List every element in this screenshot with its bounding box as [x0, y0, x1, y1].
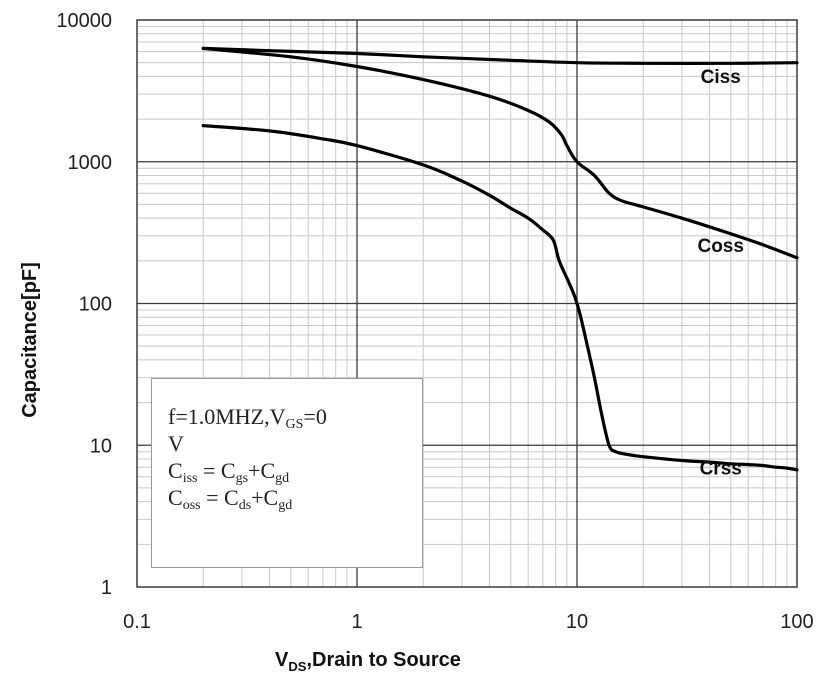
- series-labels: Ciss Coss Crss: [697, 67, 743, 480]
- series-label-crss: Crss: [700, 459, 742, 480]
- x-tick-label: 0.1: [123, 611, 151, 633]
- note-line-coss: Coss = Cds+Cgd: [168, 485, 293, 513]
- x-tick-labels: 0.1 1 10 100: [123, 611, 814, 633]
- note-line-frequency: f=1.0MHZ,VGS=0: [168, 404, 327, 432]
- test-conditions-box: f=1.0MHZ,VGS=0 V Ciss = Cgs+Cgd Coss = C…: [151, 378, 423, 568]
- series-label-coss: Coss: [697, 236, 743, 257]
- x-tick-label: 1: [351, 611, 362, 633]
- y-tick-labels: 1 10 100 1000 10000: [56, 10, 112, 599]
- x-tick-label: 100: [780, 611, 813, 633]
- y-tick-label: 1000: [68, 152, 113, 174]
- x-axis-title: VDS,Drain to Source: [275, 649, 461, 674]
- series-label-ciss: Ciss: [701, 67, 741, 88]
- plot-frame: [136, 19, 798, 588]
- y-tick-label: 1: [101, 577, 112, 599]
- note-line-unit: V: [168, 431, 184, 456]
- y-tick-label: 10000: [56, 10, 112, 32]
- series-layer: [201, 46, 799, 472]
- series-line-coss: [201, 46, 799, 260]
- note-line-ciss: Ciss = Cgs+Cgd: [168, 458, 290, 486]
- x-tick-label: 10: [566, 611, 588, 633]
- series-line-crss: [201, 124, 799, 472]
- series-line-ciss: [201, 46, 799, 65]
- y-axis-title: Capacitance[pF]: [19, 262, 41, 418]
- y-tick-label: 10: [90, 435, 112, 457]
- y-tick-label: 100: [79, 294, 112, 316]
